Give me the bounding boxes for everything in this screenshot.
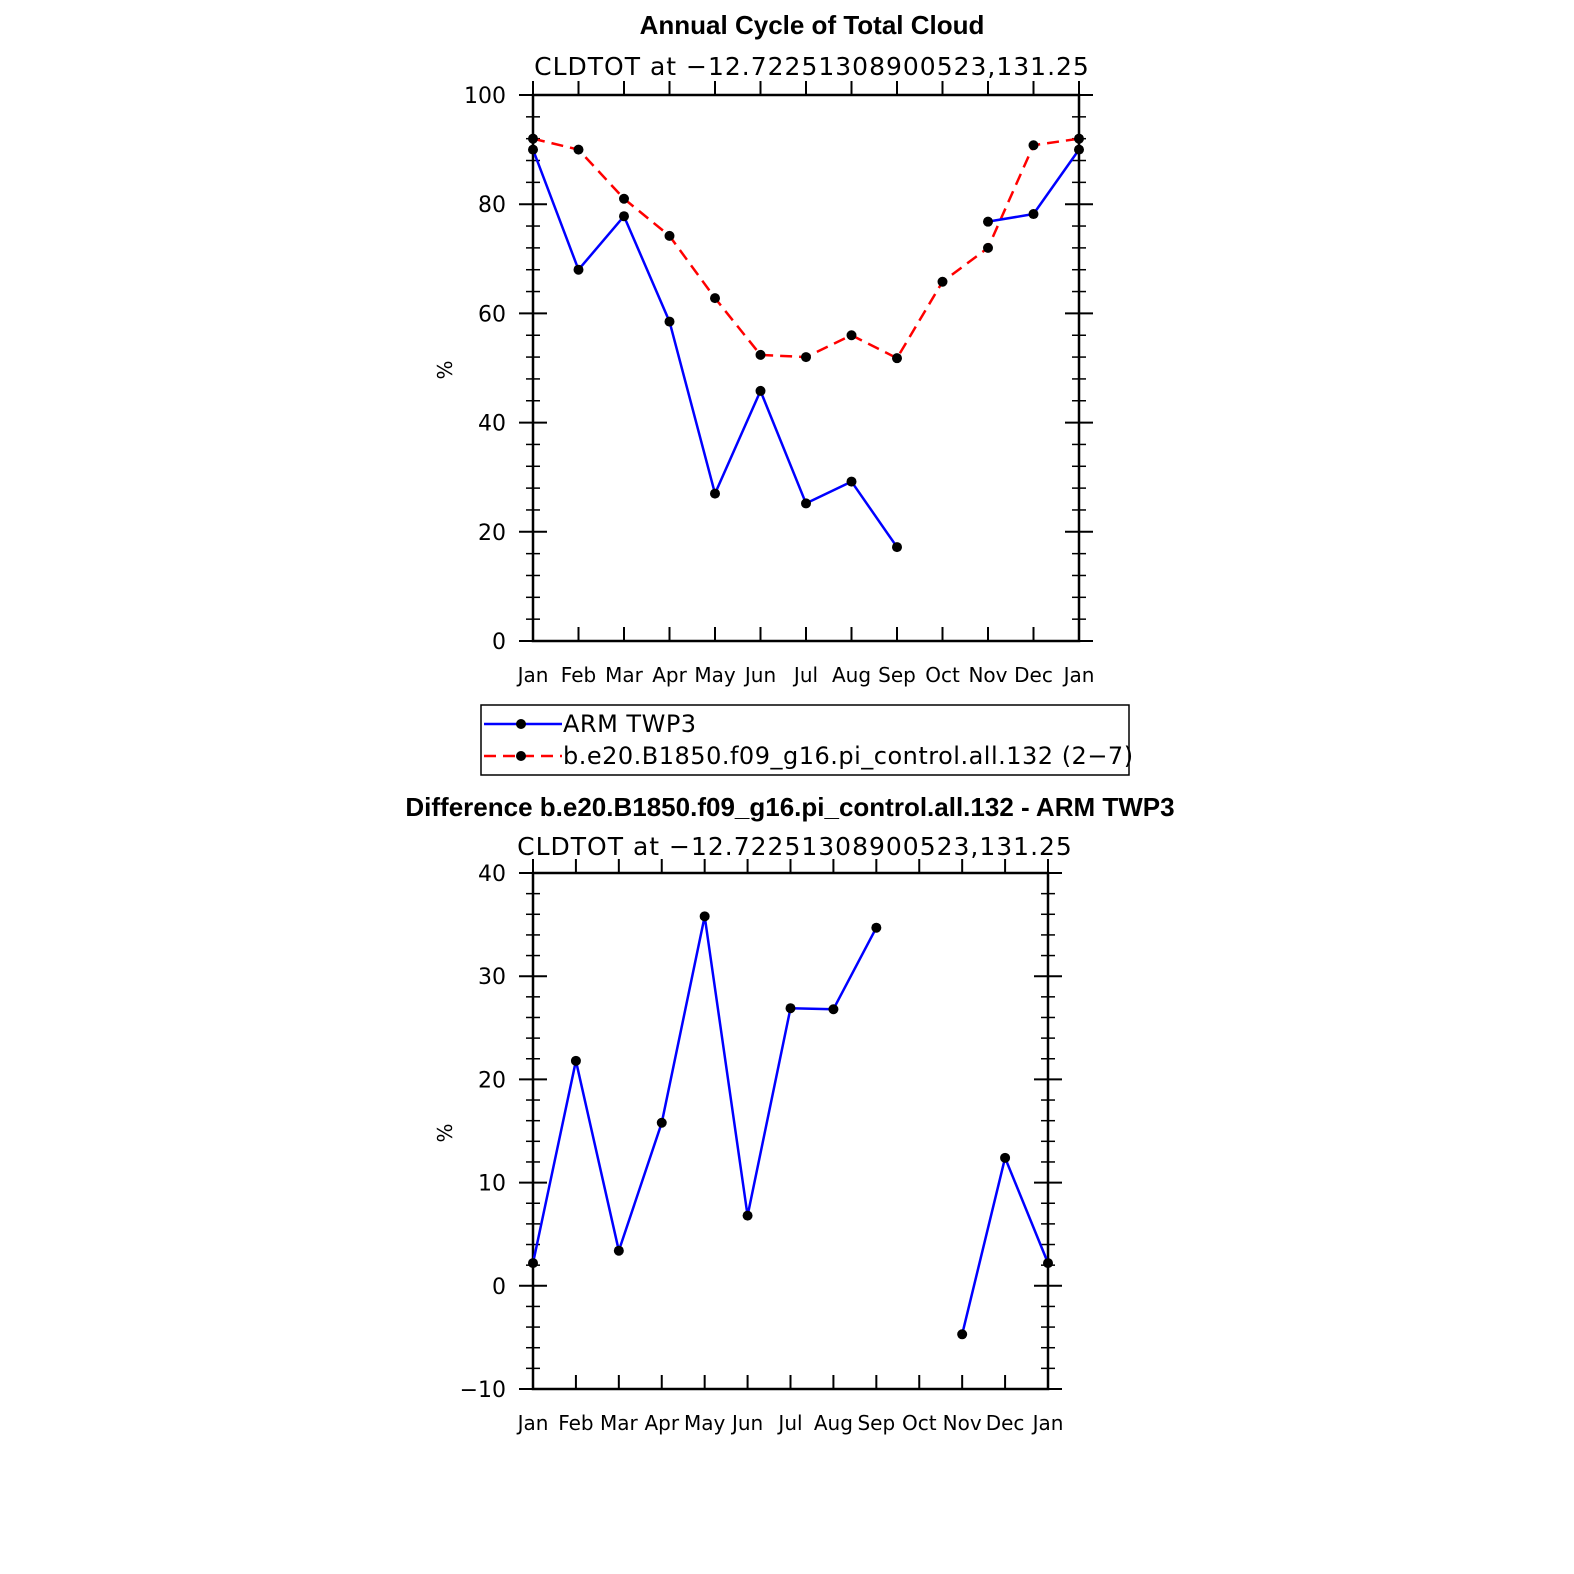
top-y-axis-label: % <box>433 360 457 379</box>
bottom-y-tick-label: 10 <box>478 1172 506 1197</box>
top-x-tick-label: Oct <box>925 663 960 687</box>
bottom-chart-subtitle: CLDTOT at −12.72251308900523,131.25 <box>517 832 1073 861</box>
bottom-x-tick-label: Jun <box>730 1411 763 1435</box>
bottom-series-0-point <box>570 1055 581 1066</box>
top-plot-frame <box>531 93 1081 643</box>
top-series-1-point <box>619 193 629 204</box>
bottom-series-0-point <box>528 1258 538 1269</box>
bottom-x-tick-label: Mar <box>600 1411 639 1435</box>
legend-box <box>480 704 1130 776</box>
top-series-1-point <box>573 144 584 155</box>
top-x-tick-label: Jul <box>792 663 818 687</box>
bottom-chart-title: Difference b.e20.B1850.f09_g16.pi_contro… <box>405 792 1174 822</box>
bottom-x-tick-label: May <box>684 1411 726 1435</box>
legend-item-arm-twp3: ARM TWP3 <box>484 710 697 738</box>
bottom-x-tick-label: Sep <box>857 1411 895 1435</box>
bottom-x-tick-label: Dec <box>986 1411 1025 1435</box>
bottom-x-tick-label: Aug <box>814 1411 853 1435</box>
top-series-line-0 <box>531 148 1081 548</box>
bottom-series-0-point <box>1000 1152 1011 1163</box>
top-series-0-point <box>664 316 675 327</box>
bottom-series-0-point <box>1043 1258 1053 1269</box>
top-series-0-point <box>619 211 629 222</box>
bottom-x-tick-label: Apr <box>644 1411 679 1435</box>
legend-marker-model <box>516 751 526 761</box>
top-series-1-point <box>1028 140 1039 151</box>
top-series-0-point <box>983 216 993 227</box>
legend: ARM TWP3 b.e20.B1850.f09_g16.pi_control.… <box>480 704 1134 776</box>
top-x-tick-label: May <box>694 663 736 687</box>
top-series-1-point <box>1074 133 1084 144</box>
bottom-plot: Jan Feb Mar Apr May Jun Jul Aug Sep Oct Nov Dec Jan−… <box>460 859 1064 1435</box>
top-series-1-point <box>528 133 538 144</box>
bottom-x-tick-label: Jul <box>776 1411 802 1435</box>
top-y-tick-label: 40 <box>478 412 506 437</box>
top-series-1-point <box>664 230 675 241</box>
top-x-tick-label: Nov <box>968 663 1007 687</box>
top-series-line-1 <box>532 137 1080 360</box>
bottom-x-tick-label: Jan <box>516 1411 549 1435</box>
top-series-0-point <box>528 144 538 155</box>
bottom-plot-frame <box>531 871 1050 1391</box>
top-x-tick-label: Apr <box>652 663 687 687</box>
top-series-0-point <box>710 488 720 499</box>
top-x-tick-label: Jan <box>1062 663 1095 687</box>
bottom-y-tick-label: −10 <box>460 1378 506 1403</box>
bottom-series-0-point <box>785 1003 796 1014</box>
bottom-series-line-0 <box>531 915 1050 1335</box>
bottom-series-0-point <box>828 1004 839 1015</box>
top-series-0-point <box>892 542 902 553</box>
top-y-tick-label: 100 <box>464 84 506 109</box>
top-series-0-point <box>573 264 584 275</box>
bottom-y-axis-label: % <box>433 1123 457 1142</box>
top-x-tick-label: Aug <box>832 663 871 687</box>
bottom-y-tick-label: 20 <box>478 1068 506 1093</box>
bottom-x-tick-label: Feb <box>558 1411 593 1435</box>
bottom-series-0-point <box>871 922 882 933</box>
bottom-series-0-point <box>957 1329 968 1340</box>
top-series-1-point <box>710 293 720 304</box>
bottom-y-tick-label: 40 <box>478 862 506 887</box>
bottom-series-0-point <box>656 1117 667 1128</box>
top-series-1-point <box>892 353 902 364</box>
bottom-x-tick-label: Jan <box>1031 1411 1064 1435</box>
top-y-tick-label: 0 <box>492 630 506 655</box>
legend-label-model: b.e20.B1850.f09_g16.pi_control.all.132 (… <box>563 742 1134 770</box>
top-x-tick-label: Dec <box>1014 663 1053 687</box>
bottom-series-0-point <box>742 1210 753 1221</box>
bottom-series-0-point <box>699 911 710 922</box>
top-series-0-point <box>846 476 857 487</box>
top-x-tick-label: Jun <box>743 663 776 687</box>
legend-marker-arm-twp3 <box>516 719 526 729</box>
bottom-x-tick-label: Nov <box>943 1411 982 1435</box>
top-x-tick-label: Sep <box>878 663 916 687</box>
top-series-1-point <box>983 242 993 253</box>
top-y-tick-label: 20 <box>478 521 506 546</box>
top-series-1-point <box>846 330 857 341</box>
legend-item-model: b.e20.B1850.f09_g16.pi_control.all.132 (… <box>484 742 1134 770</box>
top-x-tick-label: Jan <box>516 663 549 687</box>
top-x-tick-label: Mar <box>605 663 644 687</box>
top-series-0-point <box>1028 209 1039 220</box>
bottom-x-tick-label: Oct <box>902 1411 937 1435</box>
top-y-tick-label: 60 <box>478 302 506 327</box>
bottom-series-0-point <box>613 1245 624 1256</box>
top-chart-title: Annual Cycle of Total Cloud <box>640 10 985 40</box>
bottom-y-tick-label: 0 <box>492 1275 506 1300</box>
top-series-0-point <box>1074 144 1084 155</box>
top-chart-subtitle: CLDTOT at −12.72251308900523,131.25 <box>534 52 1090 81</box>
legend-label-arm-twp3: ARM TWP3 <box>563 710 697 738</box>
top-series-1-point <box>937 276 948 287</box>
top-series-0-point <box>801 498 811 509</box>
top-series-1-point <box>801 352 811 363</box>
top-plot: Jan Feb Mar Apr May Jun Jul Aug Sep Oct Nov Dec Jan 0… <box>464 81 1094 687</box>
top-x-tick-label: Feb <box>561 663 596 687</box>
top-series-1-point <box>755 349 766 360</box>
bottom-y-tick-label: 30 <box>478 965 506 990</box>
top-y-tick-label: 80 <box>478 193 506 218</box>
top-series-0-point <box>755 385 766 396</box>
